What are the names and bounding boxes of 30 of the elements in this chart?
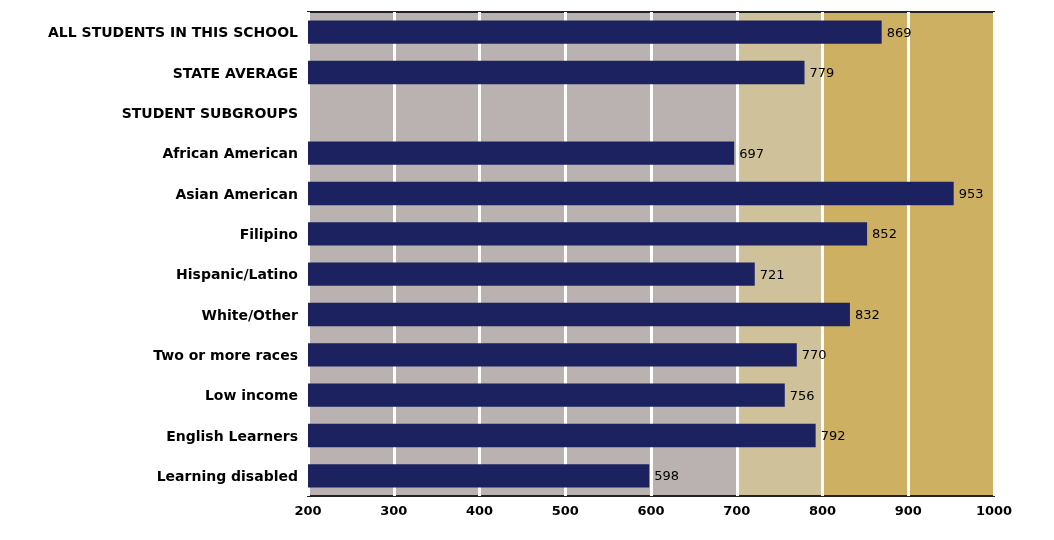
data-label: 832 <box>854 307 880 322</box>
y-tick-label: English Learners <box>166 427 298 444</box>
y-tick-label: Filipino <box>239 225 299 242</box>
data-label: 770 <box>801 347 827 363</box>
x-tick-label: 900 <box>894 503 922 518</box>
data-label: 953 <box>958 186 984 201</box>
y-tick-label: ALL STUDENTS IN THIS SCHOOL <box>48 24 299 41</box>
data-label: 756 <box>789 387 815 403</box>
y-tick-label: Two or more races <box>153 346 298 363</box>
y-tick-label: Low income <box>204 387 298 404</box>
x-tick-label: 500 <box>551 503 579 518</box>
y-tick-label: African American <box>162 145 298 162</box>
x-tick-label: 600 <box>637 503 665 518</box>
x-tick-label: 200 <box>294 503 322 518</box>
y-tick-label: STUDENT SUBGROUPS <box>121 104 298 121</box>
x-tick-label: 800 <box>808 503 837 518</box>
x-tick-label: 1000 <box>975 503 1013 518</box>
x-tick-label: 300 <box>380 503 408 518</box>
data-label: 852 <box>872 226 897 242</box>
y-tick-label: STATE AVERAGE <box>172 64 298 81</box>
data-label: 598 <box>654 468 680 484</box>
data-label: 721 <box>759 266 785 282</box>
y-tick-label: Hispanic/Latino <box>176 266 299 283</box>
x-tick-label: 700 <box>723 503 751 518</box>
y-tick-label: White/Other <box>201 306 299 323</box>
data-label: 779 <box>809 65 835 80</box>
data-label: 697 <box>739 145 765 161</box>
x-tick-label: 400 <box>465 503 494 518</box>
y-tick-label: Learning disabled <box>156 467 298 484</box>
y-tick-label: Asian American <box>175 185 298 202</box>
